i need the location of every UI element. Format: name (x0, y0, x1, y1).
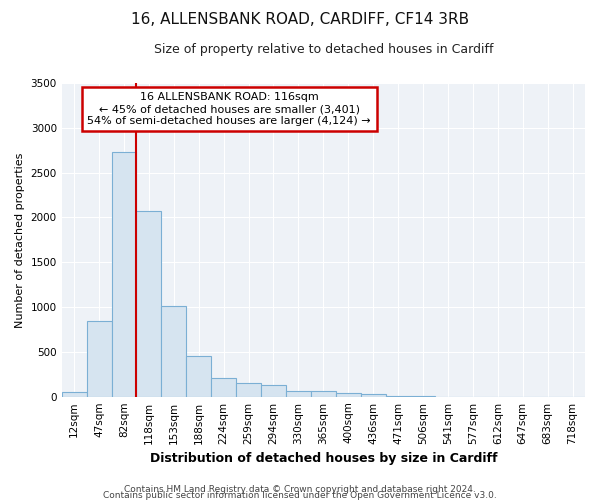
Title: Size of property relative to detached houses in Cardiff: Size of property relative to detached ho… (154, 42, 493, 56)
Text: 16, ALLENSBANK ROAD, CARDIFF, CF14 3RB: 16, ALLENSBANK ROAD, CARDIFF, CF14 3RB (131, 12, 469, 28)
Bar (311, 392, 336, 396)
Bar (186, 356, 211, 397)
Text: Contains public sector information licensed under the Open Government Licence v3: Contains public sector information licen… (103, 491, 497, 500)
Y-axis label: Number of detached properties: Number of detached properties (15, 152, 25, 328)
Bar (86, 320, 112, 396)
Text: 16 ALLENSBANK ROAD: 116sqm
← 45% of detached houses are smaller (3,401)
54% of s: 16 ALLENSBANK ROAD: 116sqm ← 45% of deta… (88, 92, 371, 126)
Bar (161, 306, 186, 396)
Bar (336, 393, 361, 396)
Bar (112, 152, 136, 396)
Text: Contains HM Land Registry data © Crown copyright and database right 2024.: Contains HM Land Registry data © Crown c… (124, 485, 476, 494)
Bar (286, 392, 311, 396)
Bar (211, 378, 236, 396)
Bar (62, 392, 86, 396)
Bar (361, 394, 386, 396)
Bar (136, 210, 161, 396)
Bar (261, 384, 286, 396)
X-axis label: Distribution of detached houses by size in Cardiff: Distribution of detached houses by size … (149, 452, 497, 465)
Bar (236, 383, 261, 396)
